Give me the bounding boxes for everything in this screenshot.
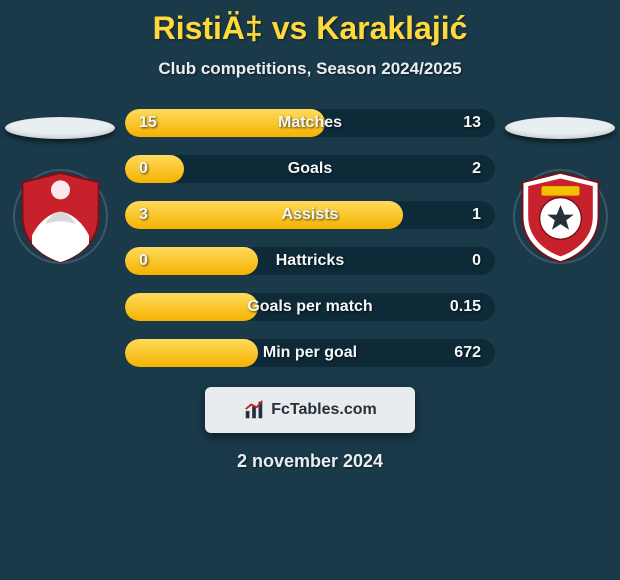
stat-value-right: 2 xyxy=(472,155,481,183)
stat-label: Goals per match xyxy=(125,293,495,321)
chart-area: 15Matches130Goals23Assists10Hattricks0Go… xyxy=(0,109,620,367)
stat-bars: 15Matches130Goals23Assists10Hattricks0Go… xyxy=(120,109,500,367)
left-team-column xyxy=(0,109,120,264)
stat-label: Goals xyxy=(125,155,495,183)
right-team-badge xyxy=(513,169,608,264)
right-team-column xyxy=(500,109,620,264)
attribution-box: FcTables.com xyxy=(205,387,415,433)
shield-icon xyxy=(513,169,608,264)
stat-row: 0Goals2 xyxy=(125,155,495,183)
stat-label: Assists xyxy=(125,201,495,229)
page-subtitle: Club competitions, Season 2024/2025 xyxy=(158,59,461,79)
stat-value-right: 0 xyxy=(472,247,481,275)
stat-row: Goals per match0.15 xyxy=(125,293,495,321)
stat-row: Min per goal672 xyxy=(125,339,495,367)
stat-row: 15Matches13 xyxy=(125,109,495,137)
left-team-platform xyxy=(5,117,115,139)
stat-label: Hattricks xyxy=(125,247,495,275)
stat-label: Min per goal xyxy=(125,339,495,367)
stat-value-right: 1 xyxy=(472,201,481,229)
page-title: RistiÄ‡ vs Karaklajić xyxy=(153,10,468,47)
right-team-platform xyxy=(505,117,615,139)
stat-label: Matches xyxy=(125,109,495,137)
stat-row: 0Hattricks0 xyxy=(125,247,495,275)
chart-icon xyxy=(243,399,265,421)
stat-row: 3Assists1 xyxy=(125,201,495,229)
shield-icon xyxy=(13,169,108,264)
comparison-infographic: RistiÄ‡ vs Karaklajić Club competitions,… xyxy=(0,0,620,580)
attribution-text: FcTables.com xyxy=(271,401,377,419)
stat-value-right: 672 xyxy=(454,339,481,367)
stat-value-right: 13 xyxy=(463,109,481,137)
footer-date: 2 november 2024 xyxy=(237,451,383,472)
left-team-badge xyxy=(13,169,108,264)
stat-value-right: 0.15 xyxy=(450,293,481,321)
